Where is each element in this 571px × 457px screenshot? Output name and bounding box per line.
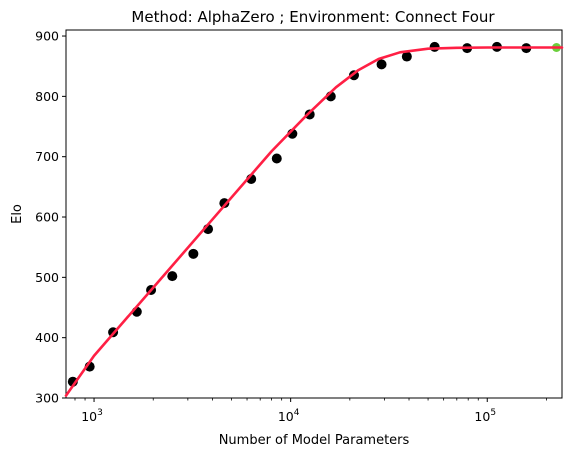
y-tick-label: 400 (35, 330, 59, 345)
y-tick-label: 600 (35, 210, 59, 225)
data-point (429, 41, 440, 52)
x-axis: 103 104 105 (74, 398, 547, 424)
data-point (401, 51, 412, 62)
y-tick-label: 900 (35, 29, 59, 44)
plot-area (65, 29, 563, 399)
data-points-layer (67, 41, 561, 387)
x-tick-label: 103 (81, 408, 103, 424)
x-axis-label: Number of Model Parameters (219, 433, 410, 448)
data-point (304, 109, 315, 120)
y-tick-label: 300 (35, 391, 59, 406)
data-point (167, 271, 178, 282)
x-tick-label: 104 (278, 408, 300, 424)
y-tick-label: 800 (35, 89, 59, 104)
fit-curve (64, 46, 564, 397)
chart-title: Method: AlphaZero ; Environment: Connect… (131, 8, 495, 26)
data-point (219, 198, 230, 209)
y-axis: 300 400 500 600 700 800 900 (35, 29, 66, 406)
x-tick-label: 105 (474, 408, 496, 424)
data-point (188, 248, 199, 259)
y-axis-label: Elo (10, 204, 25, 224)
y-tick-label: 500 (35, 270, 59, 285)
fit-curve-layer (64, 46, 564, 397)
data-point (271, 153, 282, 164)
y-tick-label: 700 (35, 149, 59, 164)
data-point (376, 59, 387, 70)
